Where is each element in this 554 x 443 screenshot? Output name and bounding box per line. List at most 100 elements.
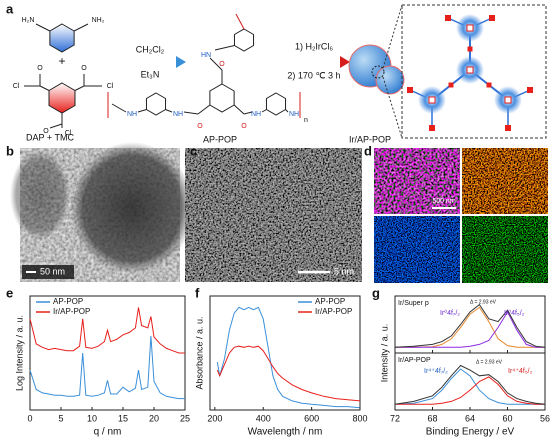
annotation: Ir⁴⁺4f₇/₂ bbox=[424, 368, 448, 375]
panel-label: g bbox=[372, 285, 380, 300]
scale-bg bbox=[22, 265, 74, 279]
ring bbox=[145, 92, 167, 116]
zoom-line bbox=[382, 76, 403, 139]
x-tick-label: 800 bbox=[352, 413, 367, 423]
bond bbox=[197, 104, 211, 115]
site bbox=[504, 96, 512, 104]
x-axis-label: Binding Energy / eV bbox=[426, 427, 515, 438]
x-tick-label: 200 bbox=[207, 413, 222, 423]
panel-label: a bbox=[6, 1, 14, 16]
annotation: Ir⁰4f₇/₂ bbox=[440, 309, 460, 317]
site bbox=[466, 24, 474, 32]
data-line bbox=[394, 368, 545, 405]
bond bbox=[261, 109, 267, 113]
bond bbox=[39, 85, 50, 91]
annotation: Ir/Super p bbox=[398, 300, 429, 307]
eds-map bbox=[462, 216, 548, 283]
x-tick-label: 600 bbox=[304, 413, 319, 423]
data-line bbox=[395, 306, 545, 348]
zoom-circle bbox=[371, 65, 385, 79]
panel-label: b bbox=[6, 143, 14, 158]
atom: O bbox=[43, 128, 49, 135]
legend-label: Ir/AP-POP bbox=[315, 307, 352, 316]
plot-frame bbox=[209, 295, 361, 411]
atom: NH bbox=[251, 111, 261, 118]
atom: H₂N bbox=[22, 17, 35, 24]
molecules: + H₂N NH₂ Cl O O Cl O Cl HN NH NH NH NH O O On bbox=[13, 13, 308, 137]
annotation: Ir⁴⁺4f₅/₂ bbox=[508, 368, 533, 375]
y-axis-label: Intensity / a. u. bbox=[379, 324, 389, 383]
condition: CH₂Cl₂ bbox=[136, 44, 165, 54]
data-line bbox=[395, 376, 545, 405]
site bbox=[448, 82, 454, 88]
x-tick-label: 400 bbox=[256, 413, 271, 423]
site bbox=[527, 87, 533, 93]
condition: 2) 170 ℃ 3 h bbox=[287, 70, 340, 80]
ring bbox=[233, 28, 255, 52]
atom: O bbox=[81, 65, 87, 72]
label: DAP + TMC bbox=[26, 132, 74, 142]
x-tick-label: 56 bbox=[540, 413, 550, 423]
atom: Cl bbox=[65, 130, 72, 137]
x-axis-label: Wavelength / nm bbox=[248, 427, 323, 438]
bond bbox=[111, 103, 127, 113]
atom: O bbox=[197, 123, 203, 130]
atom: O bbox=[37, 65, 43, 72]
tem-particle bbox=[10, 150, 70, 240]
ring bbox=[265, 92, 287, 116]
atom: NH bbox=[173, 111, 183, 118]
ring bbox=[48, 82, 76, 114]
condition: 1) H₂IrCl₆ bbox=[295, 41, 333, 51]
zoom-box bbox=[401, 4, 547, 139]
panel-label: f bbox=[195, 285, 200, 300]
data-line bbox=[394, 303, 546, 348]
scale-label: 500 nm bbox=[432, 198, 456, 205]
bond bbox=[235, 13, 245, 30]
arrow-head bbox=[340, 56, 350, 68]
bond bbox=[233, 104, 245, 115]
eds-map bbox=[374, 148, 460, 214]
bond bbox=[73, 23, 89, 32]
site bbox=[445, 15, 451, 21]
x-tick-label: 20 bbox=[149, 413, 159, 423]
x-tick-label: 15 bbox=[118, 413, 128, 423]
particle bbox=[375, 65, 405, 95]
atom: NH₂ bbox=[92, 17, 105, 24]
bond bbox=[74, 85, 85, 91]
condition: Et₃N bbox=[141, 69, 160, 79]
x-axis-label: q / nm bbox=[94, 427, 122, 438]
atom: NH bbox=[289, 111, 299, 118]
data-line bbox=[395, 310, 545, 348]
scale-label: 50 nm bbox=[40, 266, 65, 276]
network bbox=[407, 14, 533, 131]
legend-label: Ir/AP-POP bbox=[53, 307, 90, 316]
x-tick-label: 60 bbox=[502, 413, 512, 423]
ring bbox=[209, 83, 235, 113]
legend-label: AP-POP bbox=[53, 297, 83, 306]
data-line bbox=[216, 345, 361, 402]
annotation: Ir/AP-POP bbox=[398, 357, 431, 364]
site bbox=[489, 15, 495, 21]
panel-label: d bbox=[364, 143, 372, 158]
site bbox=[429, 125, 435, 131]
label: Ir/AP-POP bbox=[349, 134, 391, 144]
haadf-image bbox=[185, 148, 362, 282]
bond bbox=[209, 57, 223, 71]
bond bbox=[49, 123, 63, 129]
x-tick-label: 68 bbox=[427, 413, 437, 423]
bond bbox=[165, 109, 173, 113]
x-tick-label: 0 bbox=[27, 413, 32, 423]
annotation: Ir⁰4f₅/₂ bbox=[504, 309, 525, 317]
x-tick-label: 10 bbox=[87, 413, 97, 423]
bond bbox=[35, 23, 51, 32]
tem-particle bbox=[70, 142, 194, 274]
site bbox=[467, 46, 473, 52]
atom: HN bbox=[201, 52, 211, 59]
bond bbox=[243, 111, 253, 115]
bond bbox=[137, 109, 147, 113]
zoom-line bbox=[382, 4, 403, 69]
atom: O bbox=[219, 61, 225, 68]
x-tick-label: 64 bbox=[465, 413, 475, 423]
arrow-head bbox=[176, 56, 186, 68]
label: AP-POP bbox=[203, 134, 237, 144]
